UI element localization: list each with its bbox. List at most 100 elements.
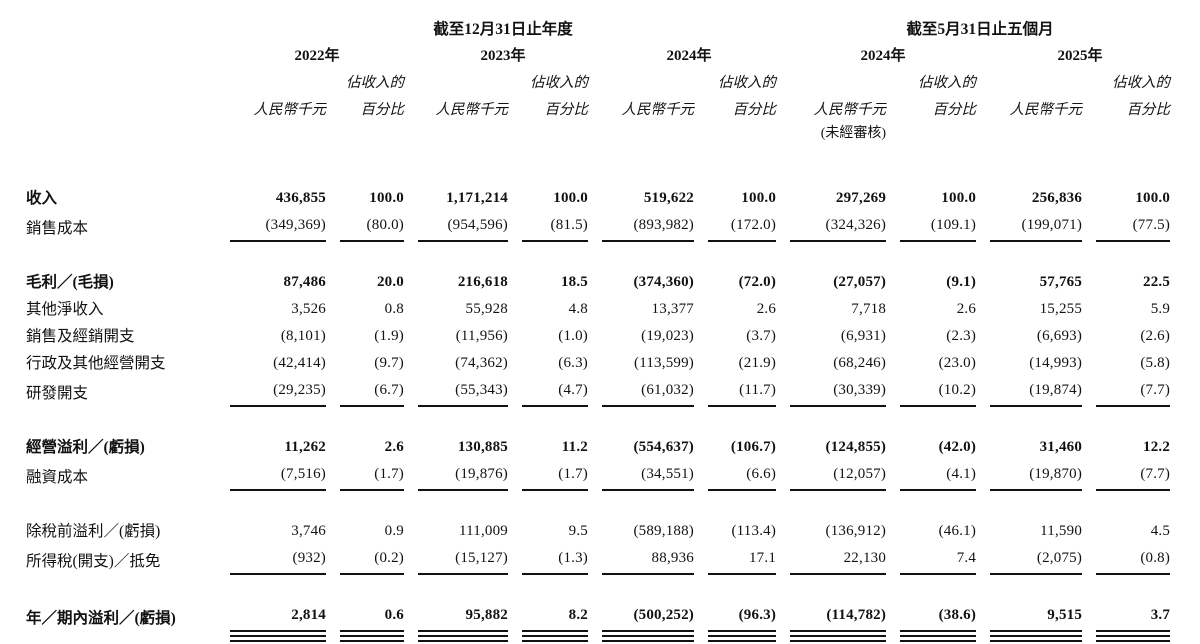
value-cell: (1.7) xyxy=(522,461,588,491)
value-cell: 519,622 xyxy=(643,190,694,206)
value-cell: 1,171,214 xyxy=(446,190,508,206)
double-rule-cell xyxy=(230,632,326,642)
value-cell: 4.5 xyxy=(1150,523,1171,539)
double-rule xyxy=(230,635,326,642)
corner-cell xyxy=(26,16,216,43)
value-cell: (30,339) xyxy=(790,377,887,407)
value-cell: 2.6 xyxy=(756,301,777,317)
value-cell: 11,590 xyxy=(1040,523,1083,539)
table-row-operating-profit-loss: 經營溢利／(虧損) 11,262 2.6 130,885 11.2 (554,637) (1… xyxy=(26,434,1170,461)
value-cell: (589,188) xyxy=(633,523,694,539)
value-cell: 3,746 xyxy=(291,523,326,539)
unaudited-note: (未經審核) xyxy=(820,126,887,141)
value-cell: (5.8) xyxy=(1140,355,1171,371)
double-rule-cell xyxy=(1096,632,1171,642)
year-header: 2025年 xyxy=(1057,48,1103,64)
empty-cell xyxy=(602,70,694,97)
value-cell: (77.5) xyxy=(1096,212,1171,242)
empty-cell xyxy=(990,124,1082,147)
double-rule-row xyxy=(26,632,1171,642)
value-cell: 22,130 xyxy=(790,545,887,575)
table-body: 收入 436,855 100.0 1,171,214 100.0 519,622 100.0… xyxy=(26,185,1171,642)
spacer-cell xyxy=(26,575,1170,602)
value-cell: (10.2) xyxy=(900,377,977,407)
empty-cell xyxy=(230,70,326,97)
year-header-row: 2022年 2023年 2024年 2024年 2025年 xyxy=(26,43,1170,70)
value-cell: (136,912) xyxy=(825,523,887,539)
value-cell: 9.5 xyxy=(568,523,588,539)
table-row-gross-profit-loss: 毛利／(毛損) 87,486 20.0 216,618 18.5 (374,360) (72… xyxy=(26,269,1170,296)
year-header: 2024年 xyxy=(860,48,906,64)
value-cell: (324,326) xyxy=(790,212,887,242)
value-cell: (3.7) xyxy=(746,328,777,344)
value-cell: 15,255 xyxy=(1039,301,1083,317)
percentage-header: 百分比 xyxy=(932,102,977,118)
double-rule xyxy=(522,635,588,642)
empty-cell xyxy=(418,124,508,147)
prospectus-financial-page: 截至12月31日止年度 截至5月31日止五個月 2022年 2023年 2024年 202… xyxy=(0,16,1200,644)
value-cell: (29,235) xyxy=(230,377,326,407)
corner-cell xyxy=(26,97,216,124)
pct-of-revenue-header: 佔收入的 xyxy=(918,75,977,91)
value-cell: 256,836 xyxy=(1031,190,1083,206)
table-row-profit-loss-before-tax: 除稅前溢利／(虧損) 3,746 0.9 111,009 9.5 (589,188) (11… xyxy=(26,518,1170,545)
value-cell: 436,855 xyxy=(275,190,326,206)
value-cell: (11.7) xyxy=(708,377,777,407)
table-head: 截至12月31日止年度 截至5月31日止五個月 2022年 2023年 2024年 202… xyxy=(26,16,1171,185)
value-cell: (74,362) xyxy=(455,355,508,371)
value-cell: (0.8) xyxy=(1096,545,1171,575)
value-cell: (9.1) xyxy=(946,274,977,290)
double-rule xyxy=(790,635,887,642)
value-cell: (0.2) xyxy=(340,545,404,575)
corner-cell xyxy=(26,70,216,97)
value-cell: 100.0 xyxy=(941,190,977,206)
value-cell: (2.3) xyxy=(946,328,977,344)
row-label-operating-profit-loss: 經營溢利／(虧損) xyxy=(26,439,145,456)
corner-cell xyxy=(26,43,216,70)
value-cell: (113,599) xyxy=(634,355,694,371)
table-row-income-tax-expense-credit: 所得稅(開支)／抵免 (932) (0.2) (15,127) (1.3) 88,936 1… xyxy=(26,545,1171,575)
value-cell: (7.7) xyxy=(1096,461,1171,491)
value-cell: (14,993) xyxy=(1029,355,1083,371)
value-cell: 18.5 xyxy=(560,274,588,290)
value-cell: 11.2 xyxy=(561,439,588,455)
value-cell: (4.1) xyxy=(900,461,977,491)
value-cell: (6.3) xyxy=(558,355,588,371)
value-cell: (21.9) xyxy=(738,355,777,371)
row-label-rd-expenses: 研發開支 xyxy=(26,385,89,402)
row-label-income-tax-expense-credit: 所得稅(開支)／抵免 xyxy=(26,553,161,570)
pct-of-revenue-header: 佔收入的 xyxy=(346,75,404,91)
value-cell: (2,075) xyxy=(990,545,1083,575)
table-row-finance-costs: 融資成本 (7,516) (1.7) (19,876) (1.7) (34,551) (6.… xyxy=(26,461,1171,491)
percentage-header: 百分比 xyxy=(732,102,777,118)
double-rule-cell xyxy=(990,632,1083,642)
value-cell: 4.8 xyxy=(568,301,588,317)
period-header-row: 截至12月31日止年度 截至5月31日止五個月 xyxy=(26,16,1170,43)
table-row-selling-distribution-expenses: 銷售及經銷開支 (8,101) (1.9) (11,956) (1.0) (19,023)… xyxy=(26,323,1170,350)
value-cell: (1.7) xyxy=(340,461,404,491)
spacer-cell xyxy=(26,242,1170,269)
table-row-cost-of-sales: 銷售成本 (349,369) (80.0) (954,596) (81.5) (893,9… xyxy=(26,212,1171,242)
empty-cell xyxy=(340,124,404,147)
value-cell: 297,269 xyxy=(835,190,887,206)
value-cell: 55,928 xyxy=(465,301,508,317)
value-cell: 100.0 xyxy=(369,190,404,206)
pct-header-row-1: 佔收入的 佔收入的 佔收入的 佔收入的 佔收入的 xyxy=(26,70,1170,97)
row-label-profit-loss-for-year-period: 年／期內溢利／(虧損) xyxy=(26,610,176,627)
value-cell: 11,262 xyxy=(284,439,326,455)
double-rule xyxy=(990,635,1083,642)
value-cell: (55,343) xyxy=(418,377,508,407)
pct-of-revenue-header: 佔收入的 xyxy=(1112,75,1171,91)
value-cell: (554,637) xyxy=(633,439,694,455)
empty-cell xyxy=(1096,124,1170,147)
double-rule xyxy=(708,635,777,642)
empty-cell xyxy=(26,632,216,642)
rmb-thousand-header: 人民幣千元 xyxy=(621,102,695,118)
value-cell: (68,246) xyxy=(833,355,887,371)
value-cell: (15,127) xyxy=(418,545,508,575)
value-cell: 88,936 xyxy=(602,545,694,575)
double-rule xyxy=(900,635,977,642)
income-statement-table: 截至12月31日止年度 截至5月31日止五個月 2022年 2023年 2024年 202… xyxy=(12,16,1184,642)
rmb-thousand-header: 人民幣千元 xyxy=(435,102,509,118)
value-cell: 7.4 xyxy=(900,545,977,575)
